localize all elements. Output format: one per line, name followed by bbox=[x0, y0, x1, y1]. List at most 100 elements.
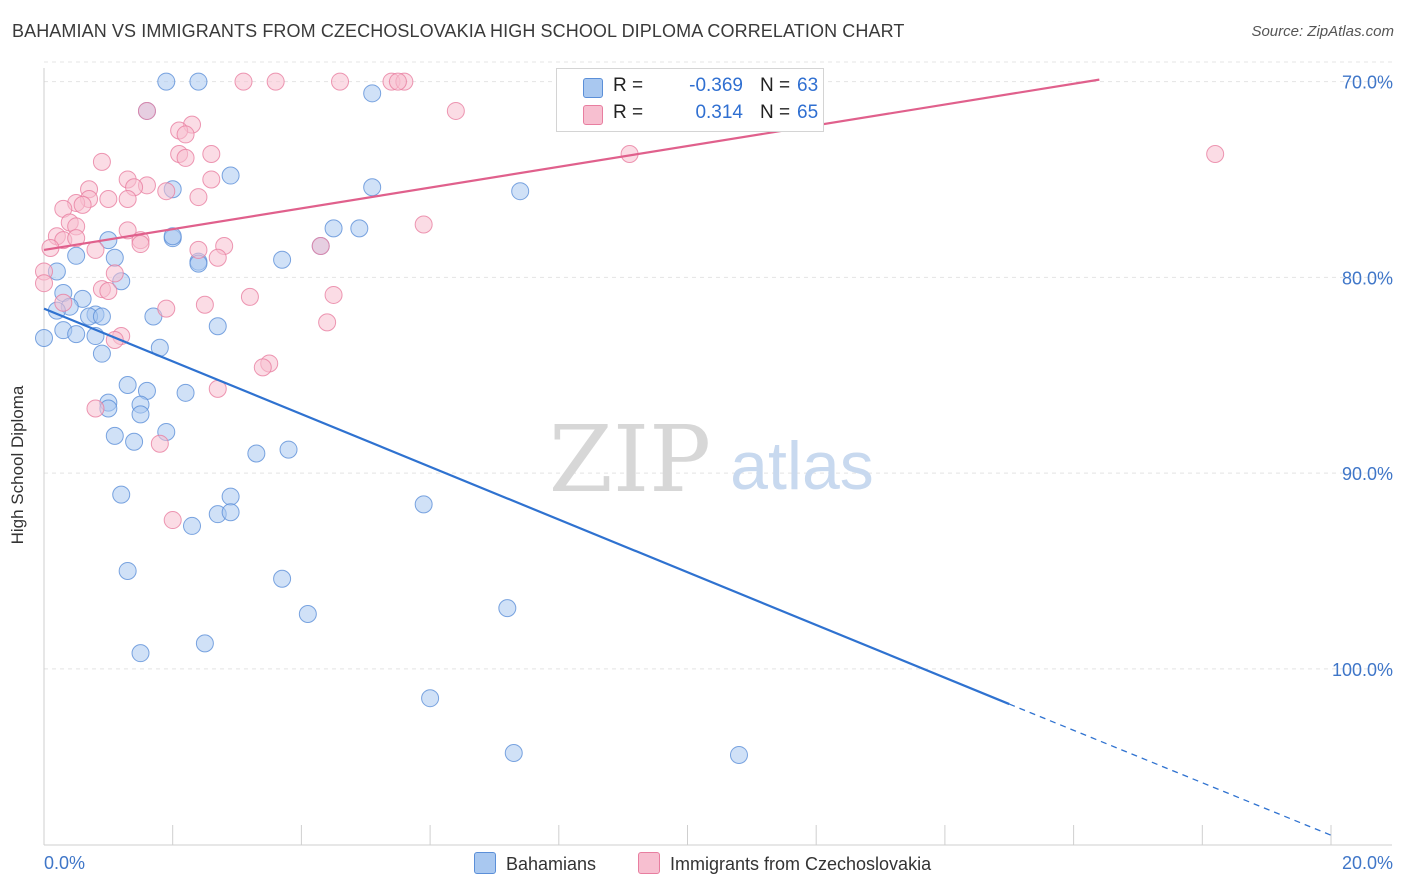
czechoslovakia-point bbox=[388, 72, 407, 91]
czechoslovakia-point bbox=[92, 152, 111, 171]
bahamian-point bbox=[511, 182, 530, 201]
czechoslovakia-point bbox=[195, 295, 214, 314]
czechoslovakia-point bbox=[67, 229, 86, 248]
bahamian-point bbox=[157, 72, 176, 91]
czechoslovakia-point bbox=[105, 264, 124, 283]
r-value: -0.369 bbox=[689, 75, 743, 96]
czechoslovakia-point bbox=[86, 240, 105, 259]
bahamian-point bbox=[125, 432, 144, 451]
bahamian-point bbox=[183, 516, 202, 535]
czechoslovakia-point bbox=[266, 72, 285, 91]
bahamian-point bbox=[421, 689, 440, 708]
bahamian-point bbox=[363, 178, 382, 197]
legend-label: Immigrants from Czechoslovakia bbox=[670, 854, 932, 874]
czechoslovakia-point bbox=[414, 215, 433, 234]
bahamian-point bbox=[131, 405, 150, 424]
bahamian-point bbox=[324, 219, 343, 238]
czechoslovakia-point bbox=[324, 285, 343, 304]
r-value: 0.314 bbox=[695, 102, 743, 123]
czechoslovakia-point bbox=[1206, 145, 1225, 164]
czechoslovakia-point bbox=[99, 282, 118, 301]
bahamian-point bbox=[92, 344, 111, 363]
czechoslovakia-point bbox=[318, 313, 337, 332]
czechoslovakia-point bbox=[176, 125, 195, 144]
czechoslovakia-point bbox=[73, 195, 92, 214]
bahamian-point bbox=[273, 250, 292, 269]
stats-legend: R = -0.369 N = 63 R = 0.314 N = 65 bbox=[556, 68, 824, 132]
n-label: N = bbox=[760, 75, 791, 96]
bahamian-trend-extension bbox=[1009, 703, 1332, 836]
czechoslovakia-point bbox=[189, 240, 208, 259]
czechoslovakia-point bbox=[176, 148, 195, 167]
bahamian-point bbox=[67, 246, 86, 265]
czechoslovakia-point bbox=[157, 182, 176, 201]
watermark: ZIP atlas bbox=[549, 406, 874, 513]
y-tick-label: 80.0% bbox=[1342, 268, 1393, 288]
czechoslovakia-point bbox=[234, 72, 253, 91]
bahamian-point bbox=[273, 569, 292, 588]
czechoslovakia-point bbox=[157, 299, 176, 318]
y-axis-title: High School Diploma bbox=[8, 385, 27, 545]
bahamian-point bbox=[118, 561, 137, 580]
y-tick-label: 100.0% bbox=[1332, 660, 1393, 680]
czechoslovakia-point bbox=[118, 221, 137, 240]
czechoslovakia-point bbox=[131, 235, 150, 254]
bahamian-point bbox=[92, 307, 111, 326]
czechoslovakia-point bbox=[208, 248, 227, 267]
gridlines bbox=[44, 61, 1392, 670]
czechoslovakia-point bbox=[202, 145, 221, 164]
watermark-atlas: atlas bbox=[730, 428, 874, 504]
axes bbox=[43, 68, 1392, 846]
bahamian-point bbox=[163, 227, 182, 246]
legend-item-czechoslovakia[interactable]: Immigrants from Czechoslovakia bbox=[638, 852, 931, 875]
bahamian-point bbox=[112, 485, 131, 504]
czechoslovakia-point bbox=[240, 287, 259, 306]
bahamian-point bbox=[504, 743, 523, 762]
legend-label: Bahamians bbox=[506, 854, 597, 874]
bahamian-point bbox=[350, 219, 369, 238]
axis-labels: 100.0% 90.0% 80.0% 70.0% 0.0% 20.0% bbox=[44, 73, 1393, 873]
czechoslovakia-point bbox=[331, 72, 350, 91]
czechoslovakia-point bbox=[54, 293, 73, 312]
bahamian-trend-line bbox=[43, 307, 1010, 706]
bahamian-point bbox=[131, 644, 150, 663]
czechoslovakia-point bbox=[253, 358, 272, 377]
bahamian-point bbox=[363, 84, 382, 103]
bahamian-point bbox=[208, 317, 227, 336]
bahamian-point bbox=[414, 495, 433, 514]
legend-swatch-pink bbox=[583, 105, 603, 125]
bahamian-point bbox=[498, 599, 517, 618]
n-value: 65 bbox=[797, 102, 819, 123]
y-tick-label: 70.0% bbox=[1342, 73, 1393, 93]
bahamian-point bbox=[118, 375, 137, 394]
bahamian-point bbox=[298, 605, 317, 624]
czechoslovakia-point bbox=[446, 101, 465, 120]
bahamian-point bbox=[105, 426, 124, 445]
bahamian-point bbox=[189, 72, 208, 91]
n-label: N = bbox=[760, 102, 791, 123]
czechoslovakia-point bbox=[202, 170, 221, 189]
czechoslovakia-point bbox=[150, 434, 169, 453]
bahamian-point bbox=[221, 487, 240, 506]
czechoslovakia-point bbox=[189, 188, 208, 207]
bahamian-point bbox=[221, 166, 240, 185]
bahamian-point bbox=[729, 745, 748, 764]
chart-source: Source: ZipAtlas.com bbox=[1251, 23, 1394, 40]
legend-swatch-blue bbox=[583, 78, 603, 98]
data-points bbox=[35, 72, 1225, 764]
czechoslovakia-trend-line bbox=[43, 78, 1100, 252]
bahamian-point bbox=[105, 248, 124, 267]
legend-swatch-blue bbox=[474, 852, 496, 874]
x-tick-label: 20.0% bbox=[1342, 853, 1393, 873]
bahamian-point bbox=[67, 325, 86, 344]
bahamian-point bbox=[176, 383, 195, 402]
legend-swatch-pink bbox=[638, 852, 660, 874]
bahamian-point bbox=[221, 503, 240, 522]
x-tick-label: 0.0% bbox=[44, 853, 85, 873]
czechoslovakia-point bbox=[86, 399, 105, 418]
czechoslovakia-point bbox=[118, 190, 137, 209]
legend-item-bahamians[interactable]: Bahamians bbox=[474, 852, 596, 875]
czechoslovakia-point bbox=[99, 190, 118, 209]
r-label: R = bbox=[613, 75, 644, 96]
